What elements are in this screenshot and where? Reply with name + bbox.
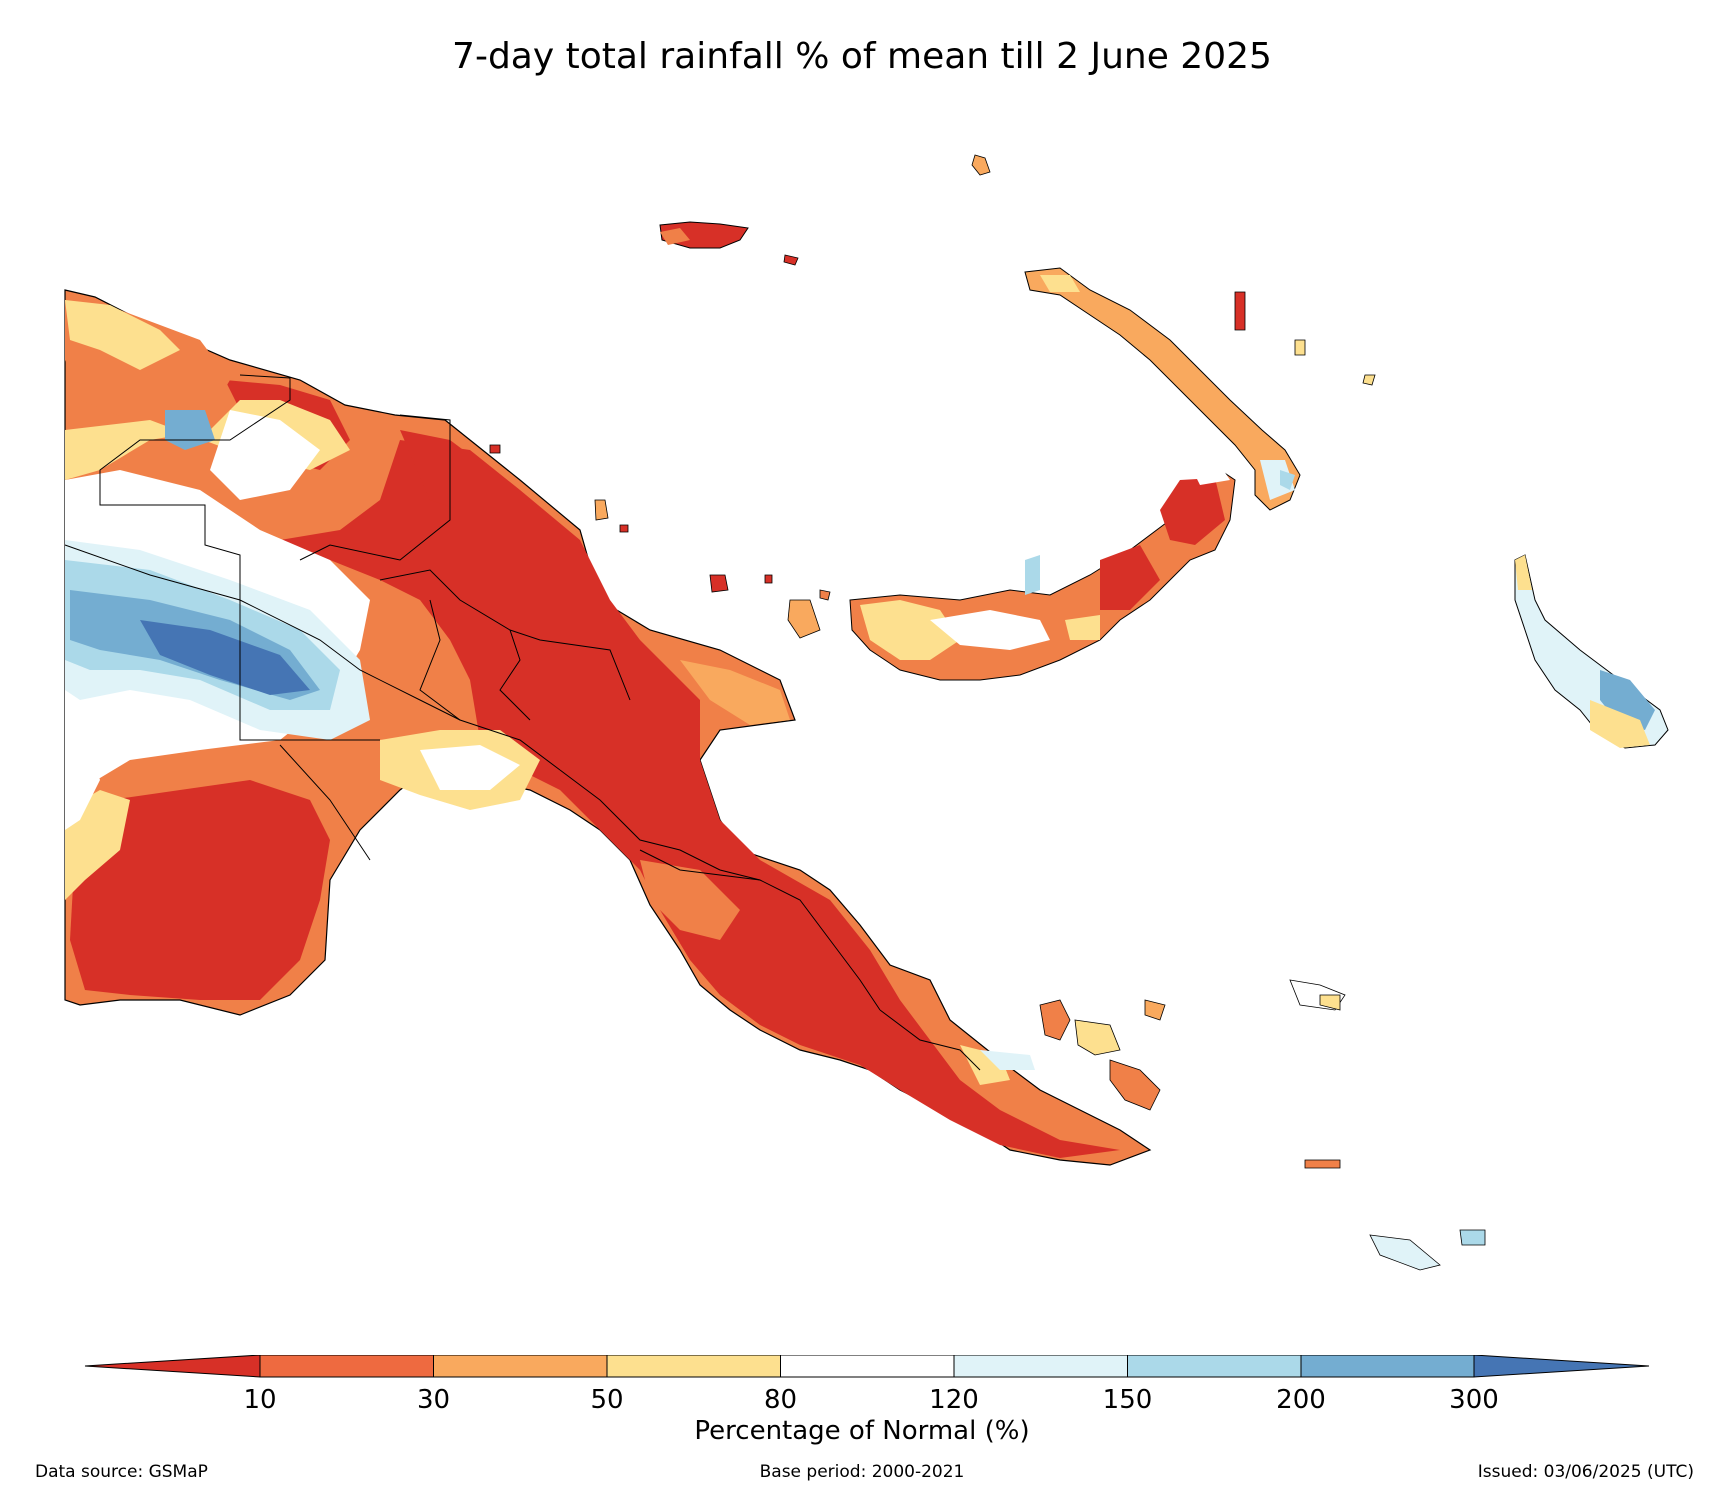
orange-south-coast: [640, 860, 740, 940]
colorbar-tick-label: 30: [416, 1385, 451, 1415]
colorbar-bin-2: [433, 1355, 608, 1378]
base-period: Base period: 2000-2021: [759, 1462, 965, 1482]
manus-island: [659, 221, 799, 266]
colorbar: [84, 1355, 1650, 1378]
colorbar-bin-6: [1127, 1355, 1302, 1378]
white-south-central: [420, 745, 520, 790]
colorbar-tick-label: 120: [929, 1385, 979, 1415]
dry-south-west: [70, 780, 330, 1000]
colorbar-bin-4: [780, 1355, 955, 1378]
colorbar-extend-high: [1473, 1355, 1650, 1378]
dry-core: [280, 440, 1120, 1158]
issued-date: Issued: 03/06/2025 (UTC): [1477, 1462, 1694, 1482]
colorbar-bin-5: [953, 1355, 1128, 1378]
colorbar-bin-7: [1300, 1355, 1475, 1378]
colorbar-bin-1: [259, 1355, 434, 1378]
colorbar-tick-label: 300: [1449, 1385, 1499, 1415]
colorbar-bin-3: [606, 1355, 781, 1378]
yellow-north-west: [65, 300, 180, 370]
white-milne: [980, 1050, 1035, 1070]
white-north: [210, 410, 320, 500]
colorbar-tick-label: 10: [243, 1385, 277, 1415]
colorbar-label: Percentage of Normal (%): [694, 1416, 1030, 1446]
map-title: 7-day total rainfall % of mean till 2 Ju…: [452, 36, 1272, 77]
new-ireland: [1024, 267, 1301, 511]
karkar-long-islands: [489, 444, 831, 639]
colorbar-extend-low: [84, 1355, 261, 1378]
white-gulf: [520, 840, 570, 865]
yellow-east-cape: [680, 660, 790, 725]
small-northern-islands: [971, 154, 1376, 386]
colorbar-tick-label: 80: [763, 1385, 798, 1415]
mainland-png: [64, 289, 1152, 1166]
colorbar-tick-label: 200: [1276, 1385, 1326, 1415]
colorbar-tick-label: 50: [590, 1385, 624, 1415]
white-south-west: [65, 750, 100, 830]
dry-north: [400, 430, 490, 510]
bougainville: [1514, 554, 1669, 749]
data-source: Data source: GSMaP: [35, 1462, 208, 1482]
milne-bay-islands: [1039, 979, 1486, 1271]
colorbar-tick-label: 150: [1102, 1385, 1153, 1415]
wet-band-core: [140, 620, 310, 695]
new-britain: [849, 465, 1236, 681]
province-boundaries: [64, 374, 981, 1071]
